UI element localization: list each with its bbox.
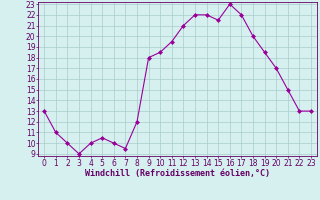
X-axis label: Windchill (Refroidissement éolien,°C): Windchill (Refroidissement éolien,°C): [85, 169, 270, 178]
